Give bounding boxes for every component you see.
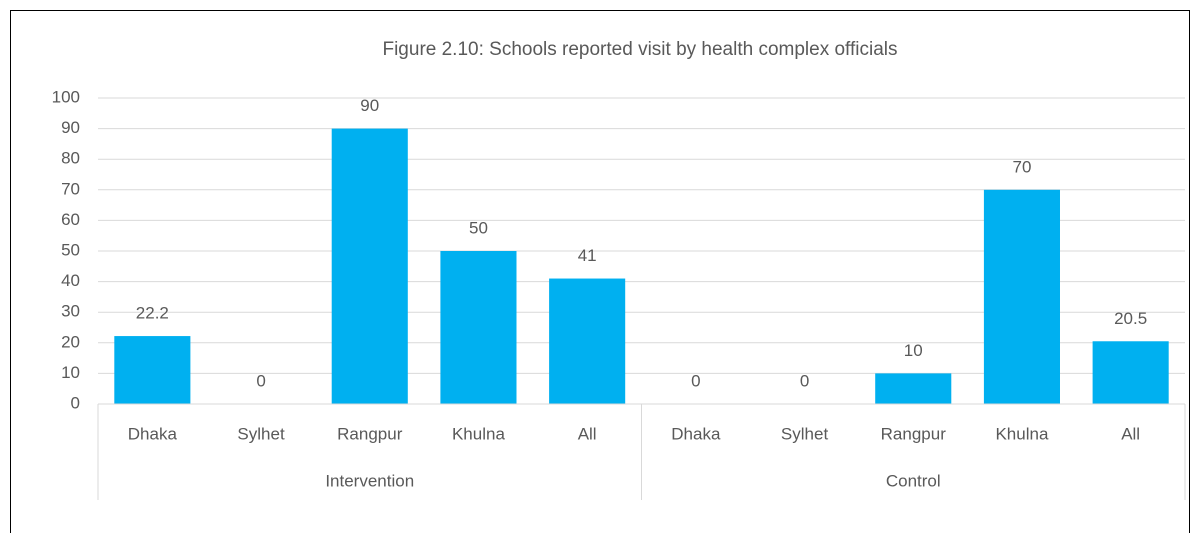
x-tick-label: Khulna (995, 424, 1048, 443)
y-tick-label: 60 (61, 210, 80, 229)
group-label: Intervention (325, 471, 414, 490)
x-tick-label: All (1121, 424, 1140, 443)
y-tick-label: 30 (61, 302, 80, 321)
bar (1092, 341, 1169, 404)
y-tick-label: 0 (71, 393, 80, 412)
data-label: 0 (800, 371, 809, 390)
x-tick-label: Dhaka (671, 424, 721, 443)
data-label: 70 (1012, 157, 1031, 176)
bar (549, 278, 626, 404)
data-label: 41 (578, 246, 597, 265)
y-tick-label: 40 (61, 271, 80, 290)
data-label: 90 (360, 96, 379, 115)
bar (983, 189, 1060, 404)
x-tick-label: Dhaka (128, 424, 178, 443)
x-tick-label: All (578, 424, 597, 443)
y-tick-label: 20 (61, 332, 80, 351)
chart-title: Figure 2.10: Schools reported visit by h… (382, 39, 897, 60)
y-tick-label: 80 (61, 149, 80, 168)
data-label: 10 (904, 341, 923, 360)
bar (875, 373, 952, 404)
bar (440, 251, 517, 404)
y-tick-label: 90 (61, 118, 80, 137)
x-tick-label: Sylhet (781, 424, 829, 443)
x-tick-label: Rangpur (337, 424, 403, 443)
bar (114, 336, 191, 404)
y-tick-label: 70 (61, 179, 80, 198)
bar (331, 128, 408, 404)
data-label: 50 (469, 218, 488, 237)
group-label: Control (886, 471, 941, 490)
x-tick-label: Khulna (452, 424, 505, 443)
data-label: 20.5 (1114, 309, 1147, 328)
data-label: 0 (256, 371, 265, 390)
x-tick-label: Sylhet (237, 424, 285, 443)
y-tick-label: 100 (52, 87, 80, 106)
chart-frame (10, 10, 1190, 533)
y-tick-label: 10 (61, 363, 80, 382)
y-tick-label: 50 (61, 240, 80, 259)
x-tick-label: Rangpur (881, 424, 947, 443)
data-label: 22.2 (136, 304, 169, 323)
data-label: 0 (691, 371, 700, 390)
